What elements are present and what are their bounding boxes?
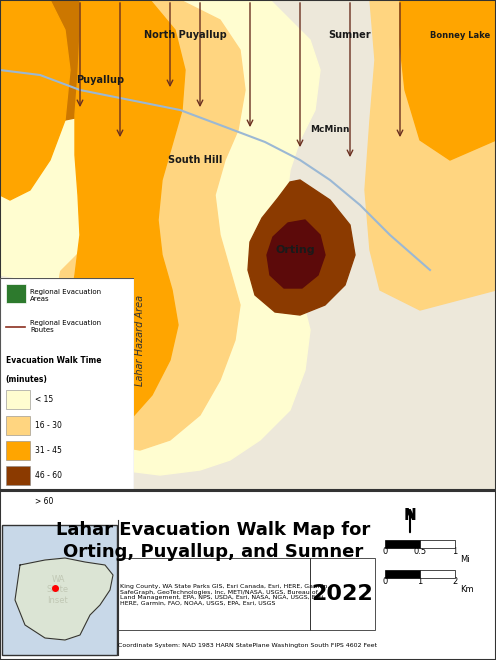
Text: Evacuation Walk Time: Evacuation Walk Time xyxy=(6,356,101,365)
Text: Orting: Orting xyxy=(275,245,315,255)
Text: 0.5: 0.5 xyxy=(414,548,427,556)
Polygon shape xyxy=(365,0,496,310)
Text: (minutes): (minutes) xyxy=(6,375,48,384)
Polygon shape xyxy=(248,180,355,315)
Text: 0: 0 xyxy=(382,548,388,556)
Bar xyxy=(6,467,30,485)
Text: Regional Evacuation
Routes: Regional Evacuation Routes xyxy=(30,320,101,333)
Text: Puyallup: Puyallup xyxy=(76,75,124,85)
Text: King County, WA State Parks GIS, Esri Canada, Esri, HERE, Garmin,
SafeGraph, Geo: King County, WA State Parks GIS, Esri Ca… xyxy=(120,584,329,606)
Text: 1: 1 xyxy=(417,578,423,587)
Bar xyxy=(385,540,420,548)
Bar xyxy=(420,570,455,578)
Polygon shape xyxy=(0,110,110,280)
Text: 31 - 45: 31 - 45 xyxy=(35,446,62,455)
Bar xyxy=(420,540,455,548)
Bar xyxy=(385,570,420,578)
Text: Regional Evacuation
Areas: Regional Evacuation Areas xyxy=(30,288,101,302)
Text: McMinn: McMinn xyxy=(310,125,350,135)
Text: Km: Km xyxy=(460,585,474,595)
Text: WA
State
Inset: WA State Inset xyxy=(47,575,69,605)
Text: Coordinate System: NAD 1983 HARN StatePlane Washington South FIPS 4602 Feet: Coordinate System: NAD 1983 HARN StatePl… xyxy=(118,642,377,647)
Text: N: N xyxy=(404,508,416,523)
Bar xyxy=(370,0,496,490)
Text: Sumner: Sumner xyxy=(329,30,372,40)
Text: > 60: > 60 xyxy=(35,497,54,506)
Text: South Hill: South Hill xyxy=(168,155,222,165)
Text: 46 - 60: 46 - 60 xyxy=(35,471,62,480)
Text: 2: 2 xyxy=(452,578,458,587)
Bar xyxy=(350,0,496,140)
Polygon shape xyxy=(65,0,185,435)
Polygon shape xyxy=(267,220,325,288)
Text: < 15: < 15 xyxy=(35,395,54,405)
Polygon shape xyxy=(25,0,320,475)
Bar xyxy=(2,525,117,655)
Text: Lahar Evacuation Walk Map for: Lahar Evacuation Walk Map for xyxy=(57,521,371,539)
Text: Orting, Puyallup, and Sumner: Orting, Puyallup, and Sumner xyxy=(63,543,364,561)
Bar xyxy=(6,441,30,460)
Text: Bonney Lake: Bonney Lake xyxy=(430,30,490,40)
Bar xyxy=(310,558,375,630)
Text: 2022: 2022 xyxy=(311,584,373,604)
Text: 0: 0 xyxy=(382,578,388,587)
Text: Mi: Mi xyxy=(460,556,470,564)
Polygon shape xyxy=(15,558,113,640)
Bar xyxy=(6,390,30,409)
Bar xyxy=(118,558,310,630)
Polygon shape xyxy=(400,0,496,160)
Text: 16 - 30: 16 - 30 xyxy=(35,420,62,430)
Polygon shape xyxy=(0,0,70,200)
Bar xyxy=(6,492,30,511)
Text: North Puyallup: North Puyallup xyxy=(144,30,226,40)
Bar xyxy=(6,416,30,435)
Text: 1: 1 xyxy=(452,548,458,556)
Polygon shape xyxy=(25,0,130,120)
Text: Lahar Hazard Area: Lahar Hazard Area xyxy=(135,294,145,385)
Bar xyxy=(6,284,26,304)
Polygon shape xyxy=(55,0,245,450)
